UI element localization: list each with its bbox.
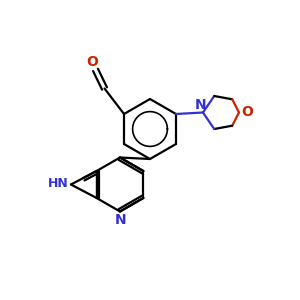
Text: N: N xyxy=(115,213,126,227)
Text: O: O xyxy=(86,56,98,69)
Text: N: N xyxy=(195,98,206,112)
Text: HN: HN xyxy=(48,176,69,190)
Text: O: O xyxy=(242,106,253,119)
